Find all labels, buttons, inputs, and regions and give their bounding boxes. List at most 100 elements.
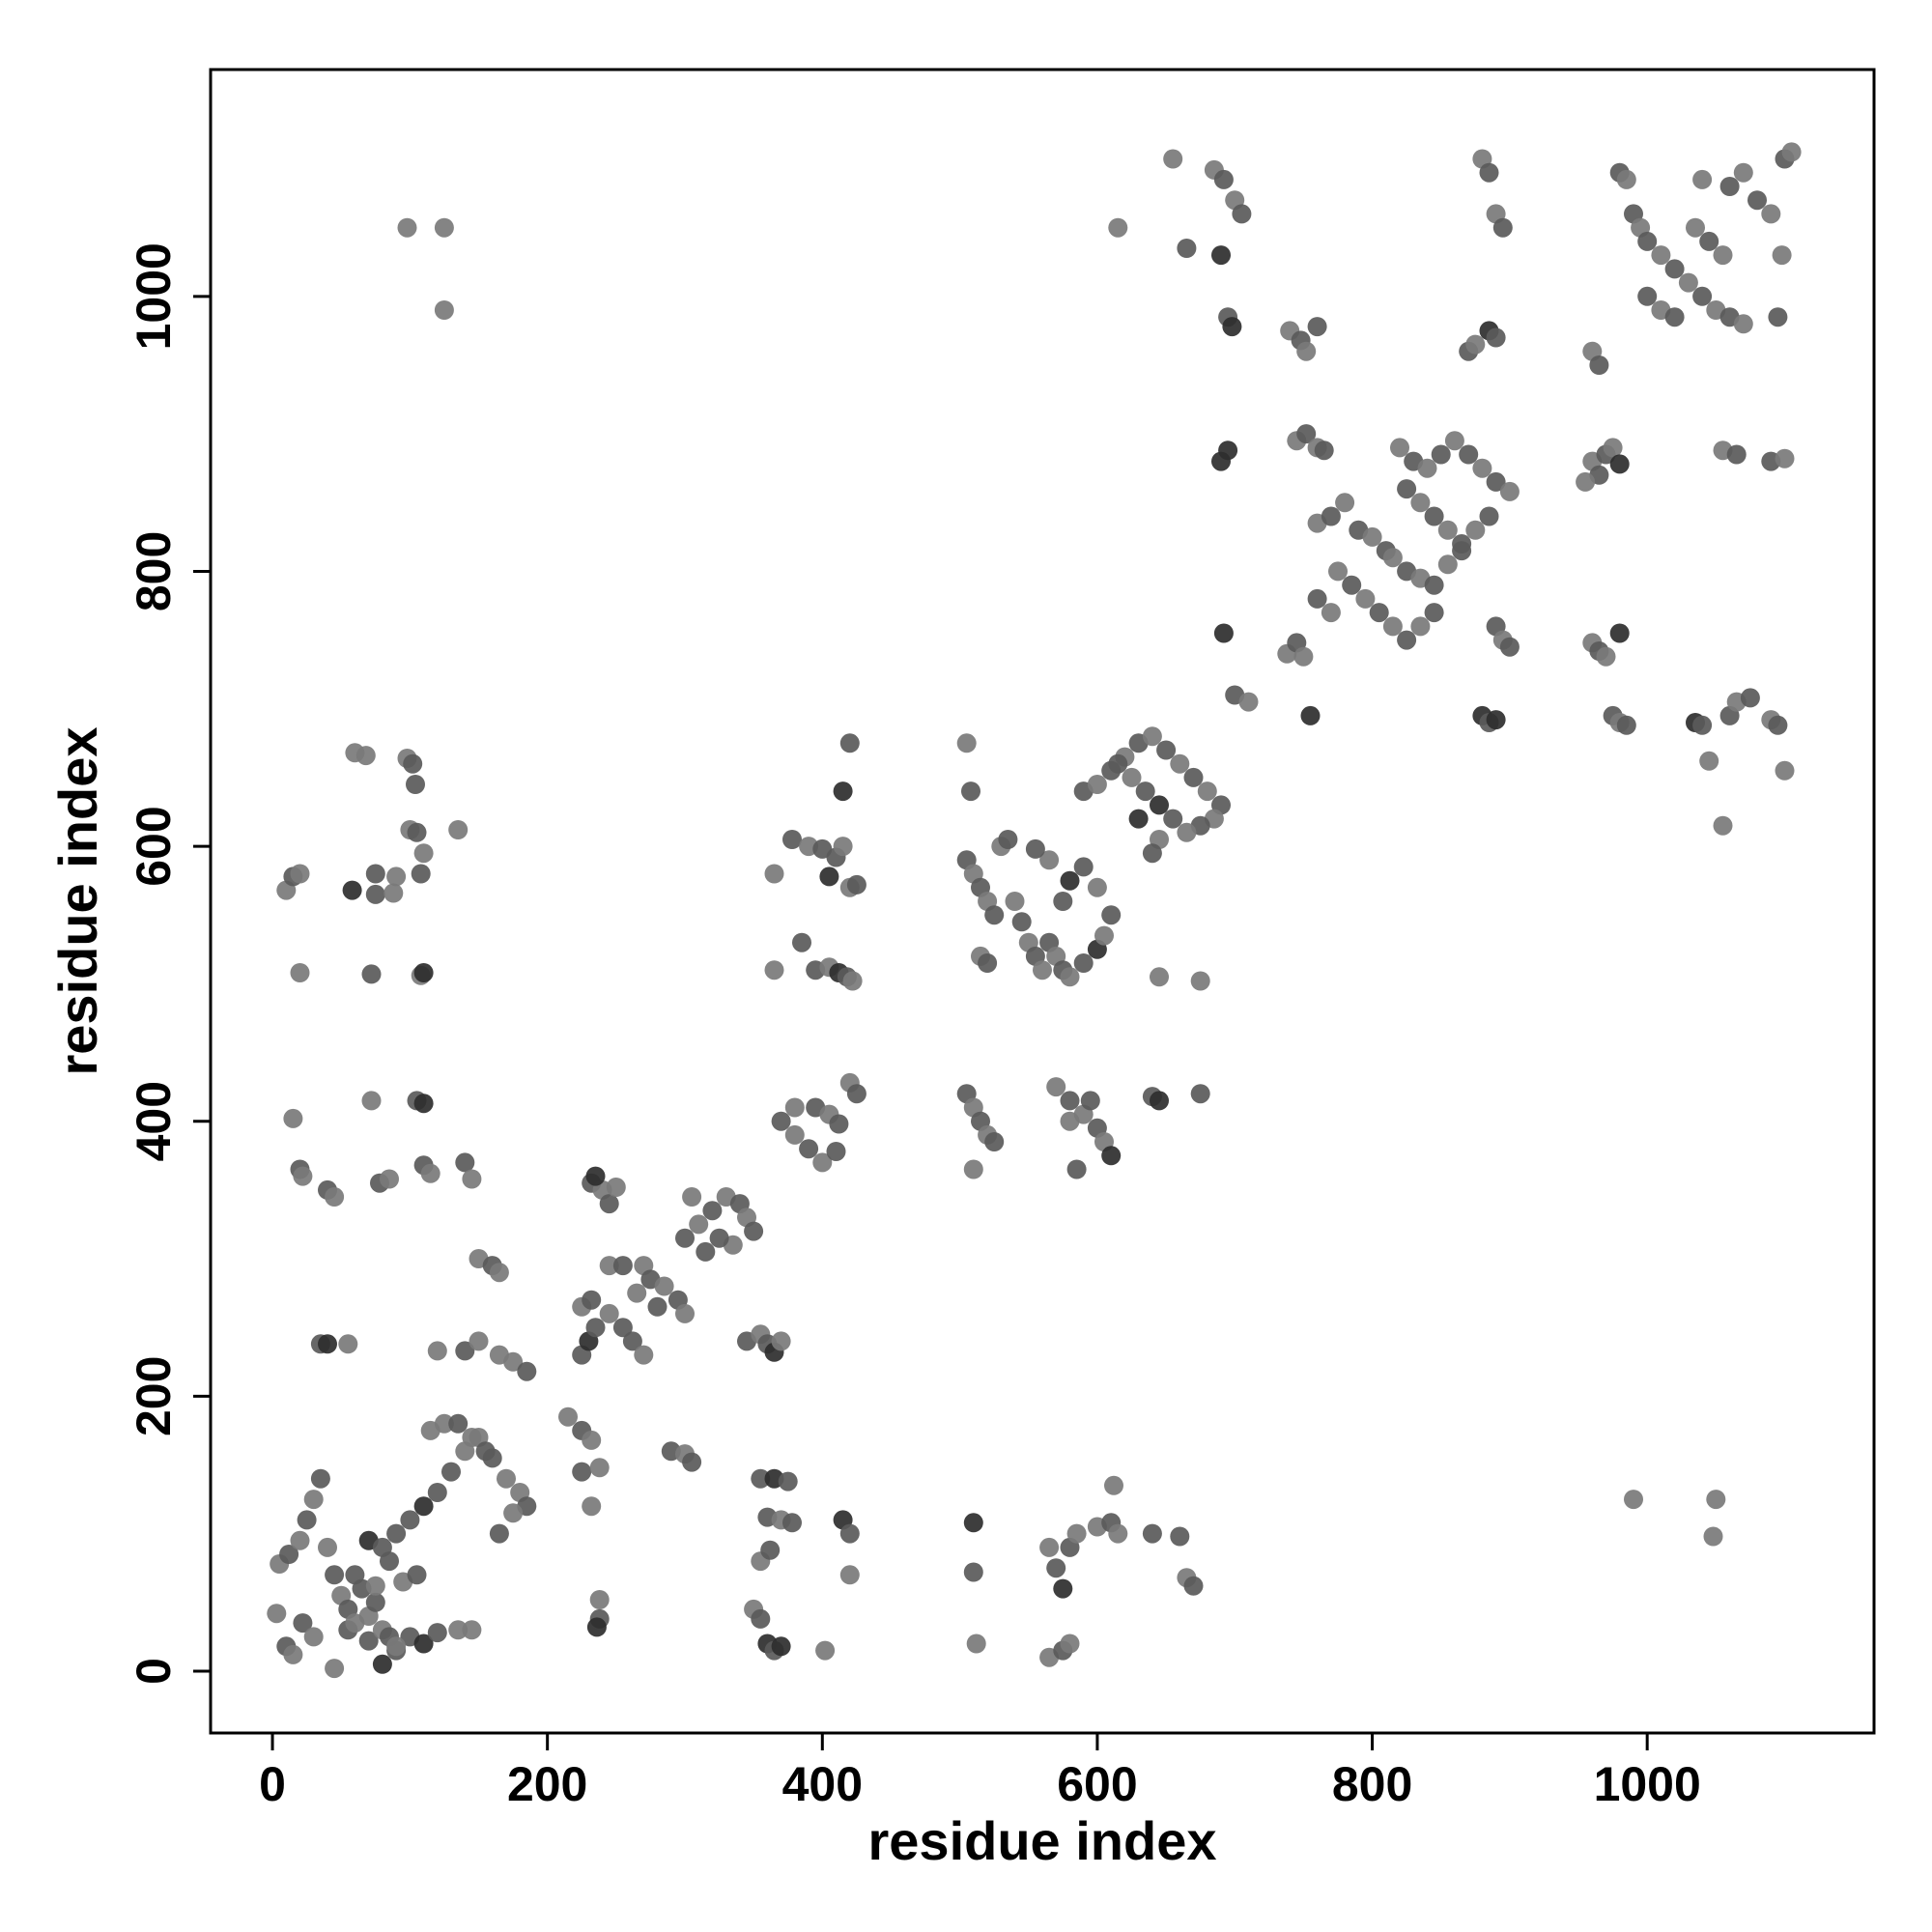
data-point xyxy=(558,1406,578,1427)
data-point xyxy=(582,1496,602,1517)
data-point xyxy=(764,960,784,980)
data-point xyxy=(517,1361,537,1381)
data-point xyxy=(819,867,839,887)
data-point xyxy=(1104,1475,1123,1495)
data-point xyxy=(1328,561,1348,582)
data-point xyxy=(1142,843,1162,864)
data-point xyxy=(1108,217,1128,238)
data-point xyxy=(1046,1077,1066,1097)
data-point xyxy=(1733,162,1753,183)
data-point xyxy=(1609,623,1630,643)
data-point xyxy=(462,1620,482,1640)
data-point xyxy=(1150,967,1169,987)
data-point xyxy=(1424,506,1444,526)
data-point xyxy=(1060,1091,1080,1111)
data-point xyxy=(751,1468,771,1489)
data-point xyxy=(386,867,407,887)
x-tick-label: 400 xyxy=(782,1757,863,1811)
data-point xyxy=(325,1187,345,1207)
data-point xyxy=(1740,688,1760,708)
data-point xyxy=(365,1576,385,1596)
data-point xyxy=(413,1094,434,1114)
data-point xyxy=(279,1545,299,1564)
data-point xyxy=(455,1152,475,1173)
data-point xyxy=(1335,493,1355,513)
data-point xyxy=(1080,1091,1100,1111)
data-point xyxy=(1101,905,1122,925)
data-point xyxy=(455,1341,475,1361)
data-point xyxy=(1307,588,1327,609)
data-point xyxy=(358,1631,379,1651)
data-point xyxy=(325,1659,345,1679)
data-point xyxy=(497,1468,516,1489)
y-axis-title: residue index xyxy=(47,726,108,1075)
data-point xyxy=(1183,767,1204,787)
data-point xyxy=(1397,630,1417,650)
data-point xyxy=(489,1523,509,1544)
data-point xyxy=(448,1413,469,1434)
data-point xyxy=(420,1163,440,1183)
data-point xyxy=(1706,1490,1726,1510)
data-point xyxy=(384,883,404,903)
data-point xyxy=(1150,795,1169,815)
data-point xyxy=(1005,892,1025,911)
data-point xyxy=(1122,767,1142,787)
data-point xyxy=(1699,751,1719,771)
data-point xyxy=(1296,341,1317,361)
data-point xyxy=(1486,327,1506,348)
data-point xyxy=(702,1201,723,1221)
data-point xyxy=(1170,753,1190,774)
data-point xyxy=(297,1510,317,1530)
data-point xyxy=(1692,286,1713,306)
data-point xyxy=(448,1620,469,1640)
data-point xyxy=(764,864,784,884)
data-point xyxy=(290,1530,310,1550)
data-point xyxy=(760,1540,781,1560)
data-point xyxy=(1459,444,1479,465)
data-point xyxy=(689,1214,709,1235)
data-point xyxy=(1177,822,1197,842)
y-tick-label: 600 xyxy=(127,806,181,886)
data-point xyxy=(585,1318,606,1338)
x-tick-label: 0 xyxy=(259,1757,286,1811)
data-point xyxy=(1053,1578,1073,1599)
data-point xyxy=(612,1256,633,1276)
data-point xyxy=(1190,971,1210,991)
data-point xyxy=(675,1303,695,1323)
data-point xyxy=(267,1604,287,1624)
data-point xyxy=(634,1345,654,1365)
data-point xyxy=(784,1124,805,1145)
data-point xyxy=(622,1331,642,1351)
data-point xyxy=(1692,169,1713,189)
data-point xyxy=(1321,506,1341,526)
data-point xyxy=(784,1097,805,1118)
data-point xyxy=(372,1654,392,1674)
data-point xyxy=(1382,616,1403,637)
data-point xyxy=(1397,479,1417,499)
data-point xyxy=(696,1241,716,1262)
data-point xyxy=(1066,1523,1087,1544)
data-point xyxy=(963,1562,983,1582)
data-point xyxy=(846,874,867,895)
data-point xyxy=(413,843,434,864)
data-point xyxy=(1768,307,1788,327)
data-point xyxy=(1060,1111,1080,1131)
data-point xyxy=(963,1159,983,1179)
data-point xyxy=(956,733,977,753)
data-point xyxy=(1775,760,1795,781)
data-point xyxy=(1713,815,1733,836)
data-point xyxy=(778,1471,798,1492)
data-point xyxy=(1637,286,1658,306)
data-point xyxy=(434,300,454,320)
data-point xyxy=(1726,444,1747,465)
data-point xyxy=(842,971,863,991)
data-point xyxy=(462,1428,482,1447)
data-point xyxy=(1437,520,1458,540)
data-point xyxy=(1156,740,1177,760)
data-point xyxy=(355,746,376,766)
data-point xyxy=(1492,217,1513,238)
data-point xyxy=(1616,715,1636,735)
data-point xyxy=(1452,534,1472,554)
data-point xyxy=(826,1142,846,1161)
data-point xyxy=(599,1303,619,1323)
